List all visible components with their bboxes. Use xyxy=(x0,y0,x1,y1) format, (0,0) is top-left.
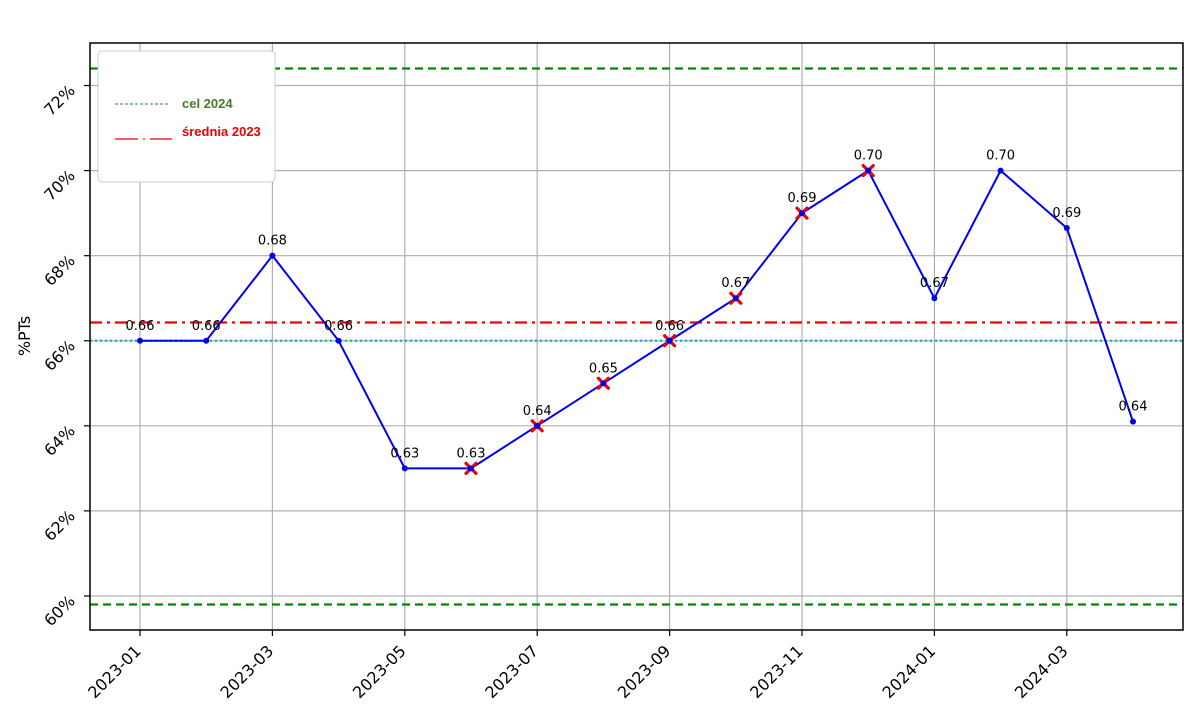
y-tick-label: 60% xyxy=(40,591,79,630)
x-tick-label: 2023-09 xyxy=(614,641,675,702)
x-tick-label: 2024-01 xyxy=(879,641,940,702)
data-label: 0.66 xyxy=(324,319,353,334)
data-point xyxy=(1130,418,1136,425)
y-tick-label: 66% xyxy=(40,336,79,375)
data-label: 0.65 xyxy=(589,361,618,376)
data-label: 0.67 xyxy=(920,276,949,291)
data-label: 0.66 xyxy=(192,319,221,334)
data-label: 0.67 xyxy=(721,276,750,291)
y-axis-ticks: 60% 62% 64% 66% 68% 70% 72% xyxy=(40,81,90,630)
data-label: 0.66 xyxy=(126,319,155,334)
x-tick-label: 2023-01 xyxy=(84,641,145,702)
data-label: 0.69 xyxy=(1052,206,1081,221)
data-point xyxy=(997,167,1004,174)
series-line xyxy=(140,169,1134,470)
data-point xyxy=(269,252,276,259)
x-tick-label: 2023-11 xyxy=(746,641,807,702)
data-point xyxy=(1063,225,1070,232)
y-tick-label: 64% xyxy=(40,421,79,460)
legend: cel 2024 średnia 2023 xyxy=(97,50,276,183)
x-tick-label: 2023-05 xyxy=(349,641,410,702)
data-label: 0.69 xyxy=(788,191,817,206)
data-point xyxy=(401,465,408,472)
x-tick-label: 2023-03 xyxy=(217,641,278,702)
y-axis-title: %PTs xyxy=(15,316,34,356)
data-label: 0.64 xyxy=(1119,400,1148,415)
data-point xyxy=(865,167,872,174)
y-tick-label: 68% xyxy=(40,251,79,290)
y-tick-label: 72% xyxy=(40,81,79,120)
y-tick-label: 70% xyxy=(40,166,79,205)
legend-label-srednia-2023: średnia 2023 xyxy=(182,124,261,139)
data-label: 0.64 xyxy=(523,404,552,419)
legend-box xyxy=(97,50,276,183)
data-point xyxy=(137,337,143,344)
data-point xyxy=(468,465,474,472)
data-label: 0.70 xyxy=(986,149,1015,164)
data-point xyxy=(600,380,607,387)
data-point xyxy=(732,295,739,302)
plot-frame xyxy=(89,42,1184,631)
data-points xyxy=(137,167,1136,472)
data-label: 0.68 xyxy=(258,234,287,249)
data-label: 0.66 xyxy=(655,319,684,334)
data-label: 0.63 xyxy=(457,446,486,461)
data-point xyxy=(931,295,938,302)
data-point xyxy=(666,337,673,344)
data-label: 0.63 xyxy=(390,446,419,461)
x-tick-label: 2024-03 xyxy=(1011,641,1072,702)
data-point xyxy=(534,422,541,429)
data-series xyxy=(140,169,1134,470)
x-tick-label: 2023-07 xyxy=(481,641,542,702)
data-point xyxy=(335,337,342,344)
data-labels: 0.66 0.66 0.68 0.66 0.63 0.63 0.64 0.65 0.66 0.67… xyxy=(126,149,1148,462)
y-tick-label: 62% xyxy=(40,506,79,545)
data-point xyxy=(203,337,210,344)
legend-label-cel-2024: cel 2024 xyxy=(182,96,233,111)
data-label: 0.70 xyxy=(854,149,883,164)
data-point xyxy=(799,210,805,217)
x-axis-ticks: 2023-01 2023-03 2023-05 2023-07 2023-09 2023-… xyxy=(84,630,1072,702)
